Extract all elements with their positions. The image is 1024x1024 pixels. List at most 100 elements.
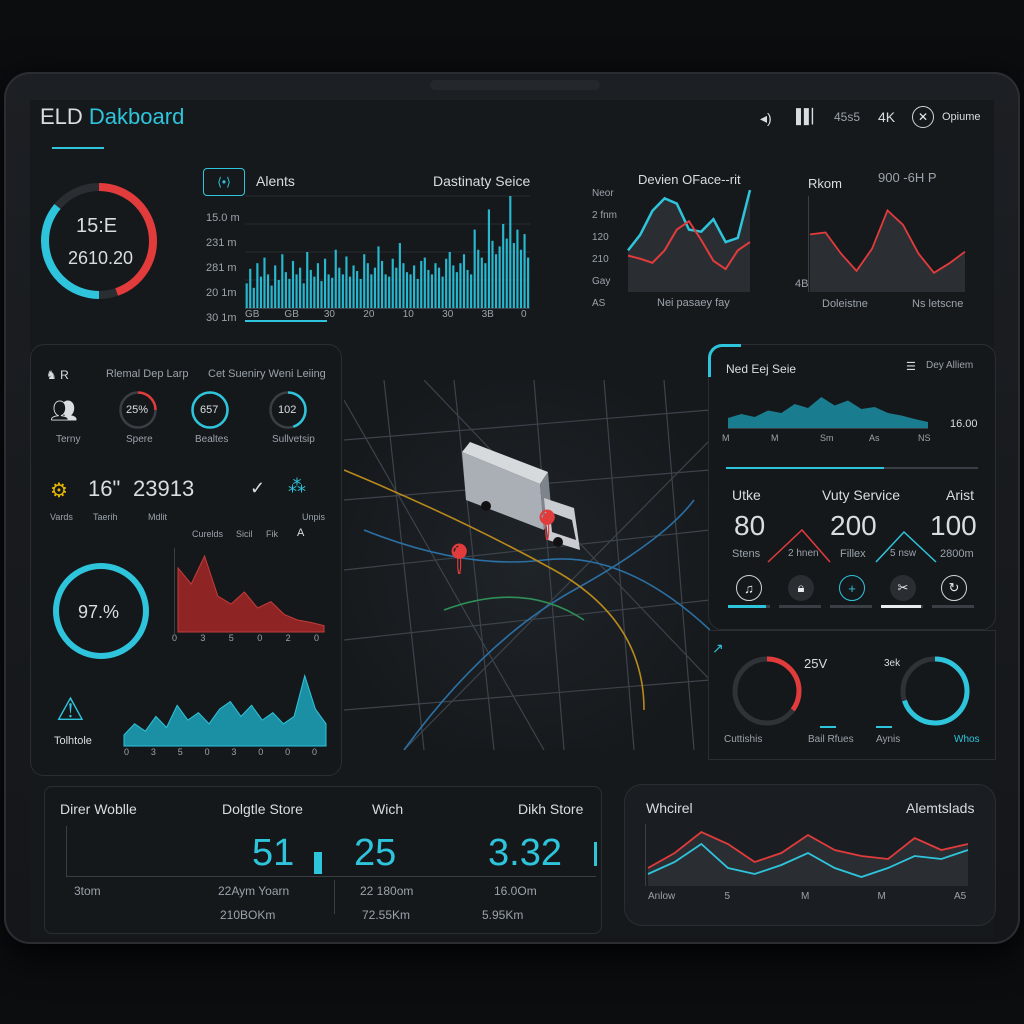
- alerts-x-tick: 20: [363, 309, 375, 320]
- right-gauge-left-label: Cuttishis: [724, 734, 763, 745]
- alerts-x-axis-line: [245, 308, 530, 309]
- gauge-arc: [191, 391, 229, 429]
- chart-tab-2[interactable]: Sicil: [236, 529, 253, 539]
- trip-header-4: Dikh Store: [518, 801, 584, 817]
- stat-label-spere: Spere: [126, 434, 153, 445]
- cluster-icon[interactable]: ⁂: [288, 476, 306, 496]
- driven-y-tick: 210: [592, 254, 609, 265]
- alerts-bar: [462, 254, 466, 308]
- alerts-x-tick: 30: [442, 309, 454, 320]
- lock-icon[interactable]: 🔒︎: [788, 575, 814, 601]
- driven-y-axis: Neor 2 fnm 120 210 Gay AS: [592, 188, 628, 309]
- alert-toggle-icon[interactable]: ⟨•⟩: [203, 168, 245, 196]
- counter-sub-3: Mdlit: [148, 512, 168, 522]
- alerts-bar: [299, 267, 302, 308]
- top-gauge-line2: 2610.20: [68, 248, 134, 268]
- trip-row1-4: 16.0Om: [494, 884, 537, 898]
- driven-y-tick: Neor: [592, 188, 614, 199]
- stat-label-sullvetsip: Sullvetsip: [272, 434, 315, 445]
- top-gauge-line1: 15:E: [76, 215, 118, 237]
- service-x-tick: M: [771, 433, 779, 443]
- alerts-bar: [416, 278, 419, 308]
- service-x-tick: Sm: [820, 433, 834, 443]
- trend-title: Whcirel: [646, 800, 693, 816]
- alerts-bar: [434, 263, 437, 308]
- options-label[interactable]: Opiume: [942, 111, 981, 123]
- alerts-bar: [256, 263, 259, 308]
- alerts-bar: [427, 269, 430, 308]
- close-circle-icon[interactable]: ✕: [912, 106, 934, 128]
- music-note-icon[interactable]: ♫: [736, 575, 762, 601]
- chart-tab-4[interactable]: A: [297, 527, 305, 539]
- level-bar-track: [779, 605, 821, 608]
- list-icon[interactable]: ☰: [906, 361, 916, 373]
- alerts-x-tick: 0: [521, 309, 527, 320]
- alerts-x-tick: GB: [245, 309, 260, 320]
- alerts-bar: [420, 260, 423, 308]
- trend-right-title: Alemtslads: [906, 800, 975, 816]
- alerts-bar: [323, 258, 327, 308]
- rhom-area: [810, 210, 965, 292]
- teal-area: [123, 673, 327, 747]
- map-pin-icon[interactable]: 📍︎: [440, 543, 479, 576]
- tools-icon[interactable]: ✂: [890, 575, 916, 601]
- stat-value-spere: 25%: [126, 404, 149, 416]
- red-x-tick: 3: [200, 633, 206, 643]
- alerts-x-tick: 30: [323, 309, 335, 320]
- trend-x-tick: 5: [724, 891, 731, 902]
- red-area: [177, 554, 325, 633]
- alerts-bar: [348, 276, 352, 308]
- truck: [462, 442, 580, 550]
- trip-scroll-marker[interactable]: [594, 842, 597, 866]
- right-gauge-left: [732, 656, 802, 726]
- engine-icon: ⚙: [50, 480, 68, 502]
- alerts-bar: [370, 274, 373, 308]
- alerts-bar: [352, 265, 355, 308]
- page-title-accent: Dakboard: [88, 104, 185, 129]
- alerts-x-tick: 3B: [481, 309, 494, 320]
- service-stat-sub-1: Stens: [732, 548, 761, 560]
- chart-tab-3[interactable]: Fik: [266, 529, 278, 539]
- route-map[interactable]: 📍︎ 📍︎: [344, 380, 710, 750]
- red-x-tick: 0: [314, 633, 320, 643]
- rhom-line-chart: [809, 208, 966, 292]
- alerts-bar: [270, 285, 273, 308]
- rhom-x-tick-1: Doleistne: [822, 298, 868, 310]
- alerts-bar: [473, 229, 476, 308]
- driven-x-label: Nei pasaey fay: [657, 297, 730, 309]
- alerts-bar: [327, 274, 330, 308]
- service-stat-value-3: 100: [930, 510, 977, 541]
- red-x-tick: 2: [285, 633, 291, 643]
- trend-x-tick: Anlow: [648, 891, 676, 902]
- alerts-y-tick: 30 1m: [206, 312, 237, 324]
- gauge-arc: [732, 656, 802, 726]
- alerts-bar: [494, 254, 498, 308]
- alerts-y-tick: 15.0 m: [206, 212, 240, 224]
- plus-icon[interactable]: +: [839, 575, 865, 601]
- trip-value-2: 25: [354, 832, 397, 874]
- chart-tab-1[interactable]: Curelds: [192, 529, 224, 539]
- alerts-bar: [413, 265, 416, 308]
- service-level-bars: [728, 605, 978, 613]
- alerts-bar: [288, 278, 291, 308]
- teal-x-tick: 0: [124, 747, 130, 757]
- alerts-bar: [452, 265, 455, 308]
- trend-series-2: [647, 842, 969, 878]
- driver-panel-title1: Rlemal Dep Larp: [106, 368, 189, 380]
- check-icon[interactable]: ✓: [250, 478, 266, 498]
- alerts-x-axis: GB GB 30 20 10 30 3B 0: [245, 308, 535, 322]
- alerts-y-tick: 281 m: [206, 262, 237, 274]
- trip-row1-3: 22 180om: [360, 884, 414, 898]
- trip-row1-2: 22Aym Yoarn: [218, 884, 290, 898]
- volume-icon[interactable]: ◂): [760, 110, 772, 126]
- service-chart-axis: [728, 428, 928, 429]
- gauge-tick-1: [820, 726, 836, 728]
- rhom-x-tick-2: Ns letscne: [912, 298, 964, 310]
- alerts-bar: [313, 276, 316, 308]
- alerts-bar: [281, 254, 284, 308]
- refresh-icon[interactable]: ↻: [941, 575, 967, 601]
- alerts-bar: [345, 256, 348, 308]
- title-underline: [52, 147, 104, 149]
- map-pin-icon[interactable]: 📍︎: [528, 509, 567, 542]
- alerts-scroll-indicator[interactable]: [245, 320, 327, 322]
